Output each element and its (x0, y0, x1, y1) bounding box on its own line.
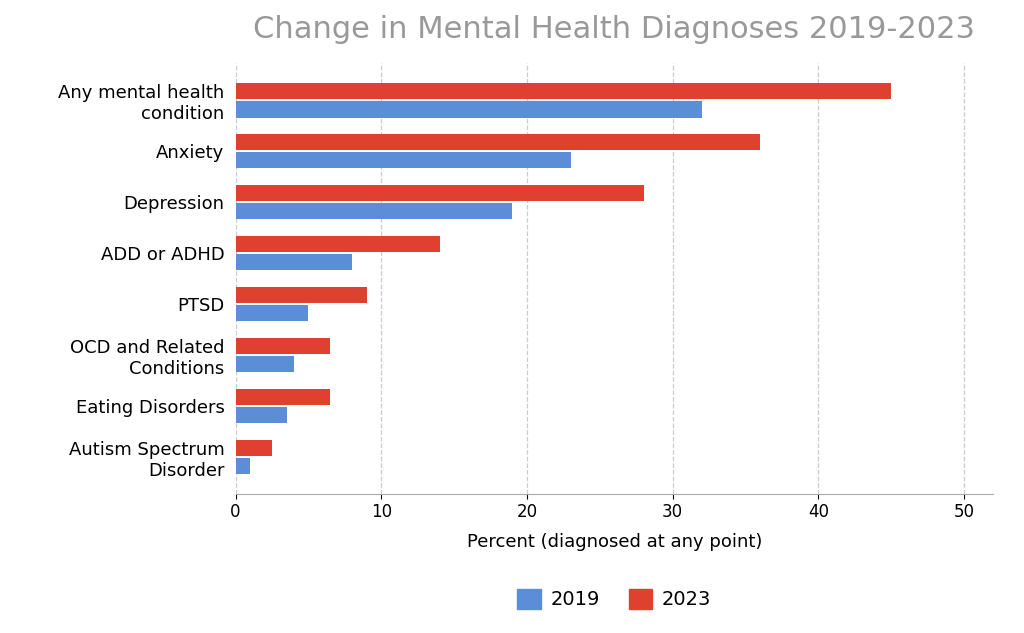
Bar (236, 356, 294, 372)
Bar (236, 389, 330, 405)
Bar (236, 337, 330, 354)
Bar (236, 287, 367, 303)
X-axis label: Percent (diagnosed at any point): Percent (diagnosed at any point) (467, 532, 762, 551)
Bar (236, 458, 250, 474)
Bar (236, 185, 643, 201)
Title: Change in Mental Health Diagnoses 2019-2023: Change in Mental Health Diagnoses 2019-2… (253, 15, 976, 44)
Bar (236, 203, 512, 220)
Legend: 2019, 2023: 2019, 2023 (510, 581, 719, 617)
Bar (236, 254, 352, 270)
Bar (236, 83, 891, 99)
Bar (236, 101, 701, 118)
Bar (236, 134, 760, 150)
Bar (236, 235, 439, 252)
Bar (236, 407, 287, 423)
Bar (236, 439, 272, 456)
Bar (236, 305, 308, 322)
Bar (236, 152, 570, 168)
